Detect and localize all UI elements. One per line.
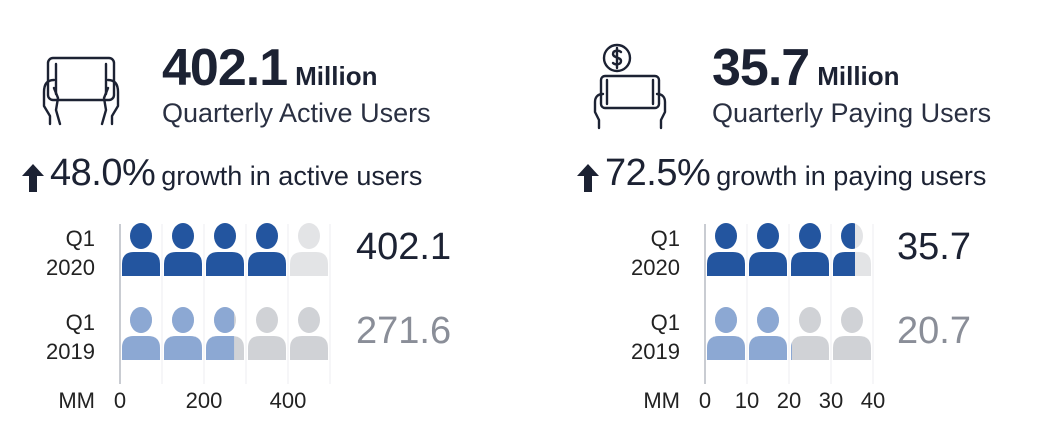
headline-value: 35.7 bbox=[712, 39, 810, 97]
category-label: Q1 bbox=[650, 226, 680, 251]
person-icon-filled bbox=[206, 223, 244, 276]
paying-users-panel: 35.7 Million Quarterly Paying Users 72.5%… bbox=[525, 0, 1050, 432]
category-label: Q1 bbox=[650, 310, 680, 335]
growth-text: growth in active users bbox=[161, 161, 423, 191]
person-icon-empty bbox=[833, 307, 871, 360]
x-tick-label: 30 bbox=[818, 388, 844, 413]
category-label: Q1 bbox=[65, 310, 95, 335]
headline-unit: Million bbox=[817, 61, 900, 91]
value-label: 20.7 bbox=[897, 310, 971, 352]
arrow-up-icon bbox=[22, 163, 44, 192]
person-icon-filled bbox=[707, 223, 745, 276]
person-icon-filled bbox=[749, 307, 787, 360]
headline-value: 402.1 bbox=[162, 39, 288, 97]
person-icon-filled bbox=[248, 223, 286, 276]
person-icon-filled bbox=[833, 223, 855, 276]
growth-percent: 48.0% bbox=[50, 152, 156, 194]
tablet-dollar-hands-icon bbox=[593, 43, 667, 130]
person-icon-filled bbox=[749, 223, 787, 276]
tablet-hands-icon bbox=[42, 56, 120, 126]
value-label: 35.7 bbox=[897, 226, 971, 268]
headline-subtitle: Quarterly Active Users bbox=[162, 98, 431, 128]
headline-stat: 35.7 Million bbox=[712, 38, 900, 98]
value-label: 271.6 bbox=[356, 310, 452, 352]
growth-percent: 72.5% bbox=[605, 152, 711, 194]
person-icon-empty bbox=[248, 307, 286, 360]
category-label: 2020 bbox=[631, 255, 680, 280]
pictogram-svg bbox=[704, 223, 874, 384]
x-axis-label: MM bbox=[58, 388, 95, 413]
value-label: 402.1 bbox=[356, 226, 452, 268]
x-axis-label: MM bbox=[643, 388, 680, 413]
growth-text: growth in paying users bbox=[716, 161, 987, 191]
headline-unit: Million bbox=[295, 61, 378, 91]
person-icon-filled bbox=[164, 223, 202, 276]
x-tick-label: 20 bbox=[776, 388, 802, 413]
person-icon-empty bbox=[791, 307, 829, 360]
x-tick-label: 200 bbox=[185, 388, 223, 413]
growth-stat: 72.5% growth in paying users bbox=[577, 152, 986, 195]
category-label: 2020 bbox=[46, 255, 95, 280]
person-icon-filled bbox=[791, 223, 829, 276]
person-icon-filled bbox=[122, 223, 160, 276]
pictogram-svg bbox=[119, 223, 331, 384]
x-tick-label: 400 bbox=[269, 388, 307, 413]
person-icon-filled bbox=[206, 307, 235, 360]
arrow-up-icon bbox=[577, 163, 599, 192]
person-icon-filled bbox=[791, 342, 792, 360]
person-icon-filled bbox=[122, 307, 160, 360]
headline-stat: 402.1 Million bbox=[162, 38, 377, 98]
active-users-panel: 402.1 Million Quarterly Active Users 48.0… bbox=[0, 38, 525, 432]
person-icon-filled bbox=[707, 307, 745, 360]
person-icon-empty bbox=[290, 307, 328, 360]
person-icon-empty bbox=[290, 223, 328, 276]
x-tick-label: 0 bbox=[113, 388, 127, 413]
x-tick-label: 40 bbox=[860, 388, 886, 413]
category-label: Q1 bbox=[65, 226, 95, 251]
paying-users-chart: Q1 2020 35.7 Q1 2019 20.7 MM 0 10 20 30 40 bbox=[525, 210, 1050, 432]
growth-stat: 48.0% growth in active users bbox=[22, 152, 422, 195]
category-label: 2019 bbox=[631, 339, 680, 364]
active-users-chart: Q1 2020 402.1 Q1 2019 271.6 MM 0 200 400 bbox=[0, 210, 525, 432]
category-label: 2019 bbox=[46, 339, 95, 364]
person-icon-filled bbox=[164, 307, 202, 360]
x-tick-label: 0 bbox=[698, 388, 712, 413]
x-tick-label: 10 bbox=[734, 388, 760, 413]
headline-subtitle: Quarterly Paying Users bbox=[712, 98, 992, 128]
